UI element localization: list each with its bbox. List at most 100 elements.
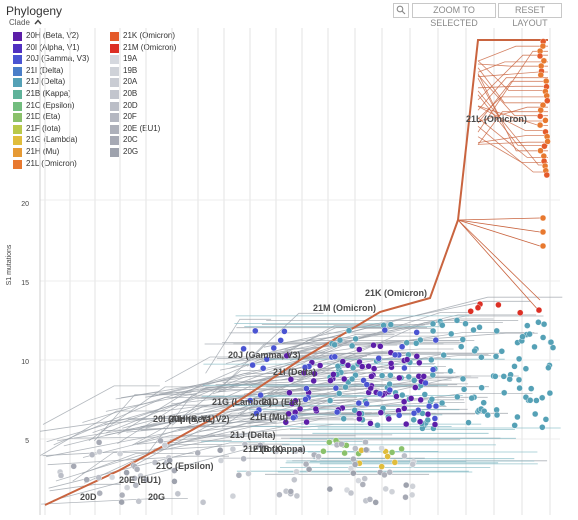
tip-node[interactable] [541, 142, 548, 150]
tip-node[interactable] [429, 366, 437, 373]
tip-node[interactable] [283, 352, 290, 359]
tip-node[interactable] [416, 359, 423, 366]
tip-node[interactable] [478, 384, 485, 391]
tip-node[interactable] [539, 424, 546, 431]
tip-node[interactable] [409, 483, 416, 490]
legend-item[interactable]: 20E (EU1) [110, 124, 220, 134]
tip-node[interactable] [331, 341, 338, 348]
tip-node[interactable] [263, 356, 270, 363]
tip-node[interactable] [118, 491, 126, 499]
tip-node[interactable] [366, 496, 374, 503]
tip-node[interactable] [539, 214, 547, 222]
tip-node[interactable] [465, 419, 472, 426]
tip-node[interactable] [403, 481, 410, 489]
legend-item[interactable]: 20B [110, 89, 220, 99]
tip-node[interactable] [348, 342, 356, 349]
tip-node[interactable] [336, 337, 344, 344]
tip-node[interactable] [350, 455, 357, 463]
tip-node[interactable] [310, 377, 317, 385]
tip-node[interactable] [332, 384, 340, 392]
tip-node[interactable] [95, 439, 103, 446]
tip-node[interactable] [362, 438, 369, 446]
legend-item[interactable]: 21H (Mu) [13, 147, 123, 157]
tip-node[interactable] [240, 345, 247, 352]
tip-node[interactable] [199, 499, 207, 506]
legend-item[interactable]: 21D (Eta) [13, 112, 123, 123]
tip-node[interactable] [428, 396, 436, 403]
tip-node[interactable] [537, 71, 544, 79]
tip-node[interactable] [535, 319, 542, 326]
tip-node[interactable] [544, 138, 551, 145]
tip-node[interactable] [381, 326, 388, 334]
tip-node[interactable] [286, 389, 293, 396]
tip-node[interactable] [393, 393, 400, 400]
tip-node[interactable] [438, 399, 446, 407]
tip-node[interactable] [431, 415, 439, 422]
tip-node[interactable] [422, 379, 429, 387]
tip-node[interactable] [527, 397, 534, 404]
tip-node[interactable] [388, 488, 396, 495]
tip-node[interactable] [171, 478, 178, 485]
tip-node[interactable] [351, 461, 359, 468]
tip-node[interactable] [412, 384, 419, 391]
tip-node[interactable] [336, 390, 343, 397]
tip-node[interactable] [326, 439, 333, 446]
tip-node[interactable] [403, 356, 411, 363]
tip-node[interactable] [424, 411, 432, 418]
tip-node[interactable] [515, 355, 523, 363]
tip-node[interactable] [320, 448, 327, 455]
tip-node[interactable] [331, 353, 338, 360]
tip-node[interactable] [327, 377, 334, 384]
tip-node[interactable] [511, 363, 518, 370]
tip-node[interactable] [349, 364, 357, 371]
tip-node[interactable] [96, 448, 103, 455]
tip-node[interactable] [428, 356, 435, 364]
tip-node[interactable] [57, 472, 65, 479]
tip-node[interactable] [533, 397, 540, 404]
tip-node[interactable] [536, 52, 544, 60]
tip-node[interactable] [378, 372, 386, 379]
tip-node[interactable] [370, 365, 378, 372]
tip-node[interactable] [413, 353, 420, 360]
tip-node[interactable] [339, 358, 346, 365]
tip-node[interactable] [372, 499, 379, 506]
legend-item[interactable]: 20I (Alpha, V1) [13, 43, 123, 53]
tip-node[interactable] [326, 397, 334, 404]
tip-node[interactable] [282, 419, 289, 426]
search-button[interactable] [393, 3, 409, 18]
tip-node[interactable] [506, 376, 513, 383]
tip-node[interactable] [151, 459, 159, 466]
tip-node[interactable] [403, 339, 410, 346]
tip-node[interactable] [303, 418, 310, 426]
tip-node[interactable] [249, 361, 256, 369]
tip-node[interactable] [260, 365, 267, 372]
tip-node[interactable] [355, 399, 362, 407]
tip-node[interactable] [311, 370, 318, 377]
legend-item[interactable]: 21L (Omicron) [13, 159, 123, 169]
tip-node[interactable] [386, 386, 393, 394]
tip-node[interactable] [536, 121, 544, 129]
legend-item[interactable]: 20G [110, 147, 220, 157]
tip-node[interactable] [410, 410, 418, 417]
tip-node[interactable] [539, 42, 547, 50]
tip-node[interactable] [363, 400, 370, 407]
tip-node[interactable] [474, 304, 482, 311]
tip-node[interactable] [245, 470, 252, 477]
tip-node[interactable] [123, 484, 131, 491]
legend-item[interactable]: 21F (Iota) [13, 124, 123, 134]
tip-node[interactable] [361, 475, 368, 482]
tip-node[interactable] [500, 373, 507, 380]
tip-node[interactable] [458, 343, 465, 350]
tip-node[interactable] [356, 346, 363, 353]
tip-node[interactable] [388, 449, 396, 456]
tip-node[interactable] [157, 437, 164, 444]
tip-node[interactable] [547, 339, 555, 346]
tip-node[interactable] [454, 393, 461, 401]
tip-node[interactable] [432, 402, 440, 410]
tip-node[interactable] [240, 455, 247, 462]
tip-node[interactable] [345, 327, 353, 334]
reset-layout-button[interactable]: RESET LAYOUT [498, 3, 562, 28]
tip-node[interactable] [291, 476, 298, 483]
tip-node[interactable] [293, 492, 301, 500]
tip-node[interactable] [341, 375, 348, 383]
